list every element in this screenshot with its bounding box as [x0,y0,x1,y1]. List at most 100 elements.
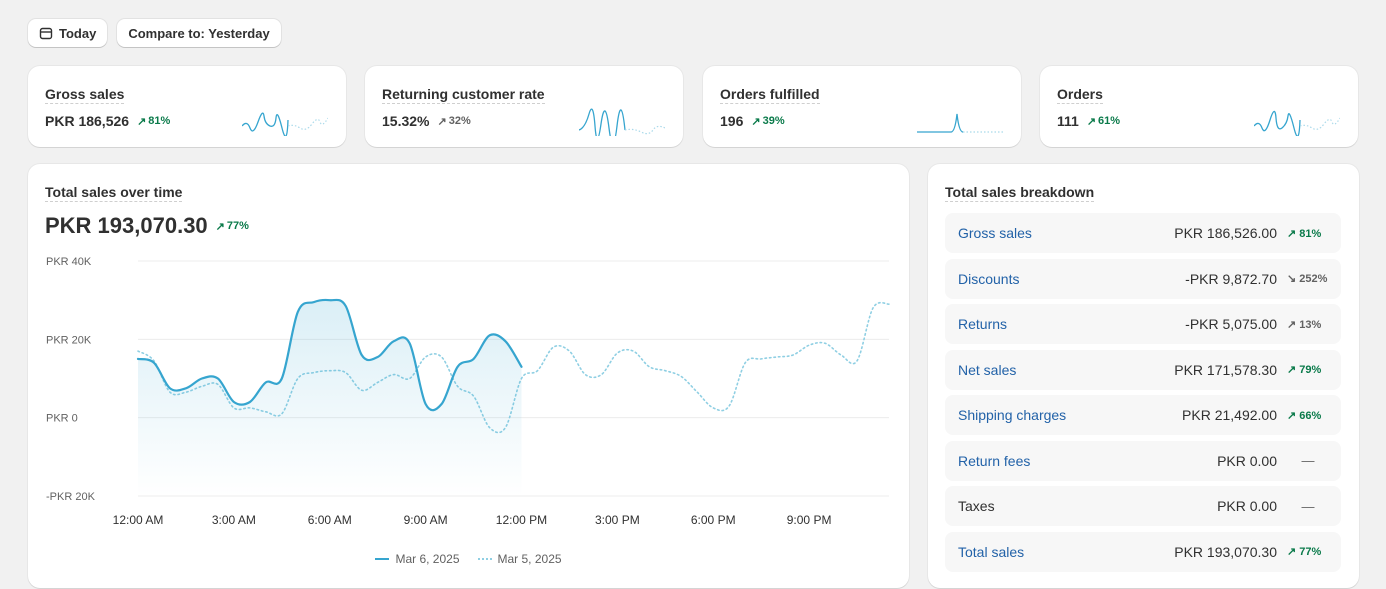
breakdown-delta-value: 81% [1299,227,1322,240]
breakdown-title[interactable]: Total sales breakdown [945,184,1095,202]
legend-swatch-solid [375,558,390,560]
x-tick-label: 12:00 AM [113,513,164,527]
metric-value: PKR 186,526 [45,113,130,129]
x-tick-label: 9:00 AM [404,513,448,527]
breakdown-delta: ↗ 81% [1287,227,1322,240]
breakdown-amount: PKR 186,526.00 [1174,225,1277,241]
metric-value: 15.32% [382,113,430,129]
date-toolbar: Today Compare to: Yesterday [28,19,281,47]
breakdown-row-gross-sales: Gross sales PKR 186,526.00 ↗ 81% [945,213,1341,253]
breakdown-link[interactable]: Net sales [958,361,1017,378]
chart-total-delta: ↗ 77% [216,220,249,233]
metric-delta-value: 32% [448,115,471,127]
metric-delta: ↗ 39% [751,115,784,128]
metric-title: Returning customer rate [382,86,545,104]
y-tick-label: PKR 0 [46,413,78,425]
sales-breakdown-card: Total sales breakdown Gross sales PKR 18… [928,164,1359,588]
breakdown-delta-value: 77% [1299,546,1322,558]
breakdown-link[interactable]: Discounts [958,270,1020,287]
breakdown-delta: — [1301,498,1315,514]
breakdown-row-total-sales: Total sales PKR 193,070.30 ↗ 77% [945,531,1341,572]
breakdown-link[interactable]: Shipping charges [958,407,1067,423]
arrow-up-icon: ↗ [751,115,761,128]
y-tick-label: PKR 20K [46,334,92,346]
arrow-up-icon: ↗ [137,115,147,128]
breakdown-row-taxes: Taxes PKR 0.00 — [945,486,1341,526]
breakdown-row-discounts: Discounts -PKR 9,872.70 ↘ 252% [945,258,1341,299]
chart-total-delta-value: 77% [226,220,249,232]
sales-line-chart: PKR 40K PKR 20K PKR 0 -PKR 20K 12:00 AM 3:00 … [46,256,890,527]
legend-label: Mar 5, 2025 [497,552,562,566]
breakdown-amount: PKR 0.00 [1217,498,1277,514]
compare-button[interactable]: Compare to: Yesterday [117,19,281,47]
breakdown-delta: ↗ 79% [1287,364,1322,376]
series-area-current [138,299,522,496]
breakdown-link[interactable]: Gross sales [958,225,1032,241]
sparkline [242,112,328,136]
breakdown-list: Gross sales PKR 186,526.00 ↗ 81% Discoun… [945,213,1341,577]
breakdown-link[interactable]: Total sales [958,543,1025,560]
breakdown-row-net-sales: Net sales PKR 171,578.30 ↗ 79% [945,349,1341,390]
breakdown-amount: PKR 0.00 [1217,452,1277,469]
sales-over-time-card: Total sales over time PKR 193,070.30 ↗ 77… [28,164,909,588]
breakdown-amount: -PKR 9,872.70 [1185,270,1277,287]
metric-title: Orders [1057,86,1103,104]
breakdown-delta: — [1301,453,1315,468]
breakdown-amount: -PKR 5,075.00 [1185,316,1277,332]
chart-title[interactable]: Total sales over time [45,184,183,202]
metric-value: 196 [720,113,744,129]
metric-delta-value: 81% [148,115,171,127]
breakdown-row-returns: Returns -PKR 5,075.00 ↗ 13% [945,304,1341,344]
x-tick-label: 12:00 PM [496,513,547,527]
arrow-up-icon: ↗ [215,220,225,233]
x-tick-label: 3:00 PM [595,513,640,527]
breakdown-delta: ↗ 77% [1287,546,1322,558]
y-tick-label: -PKR 20K [46,491,96,503]
metric-title: Orders fulfilled [720,86,820,104]
sparkline [917,113,1003,133]
metric-delta-value: 39% [762,115,785,127]
metric-card-orders[interactable]: Orders 111 ↗ 61% [1040,66,1358,147]
legend-swatch-dotted [477,558,492,560]
sparkline [579,108,665,136]
x-tick-label: 6:00 PM [691,513,736,527]
breakdown-delta-value: 252% [1299,273,1328,285]
arrow-up-icon: ↗ [437,115,447,128]
metric-value: 111 [1057,113,1079,129]
breakdown-delta: ↗ 66% [1287,409,1322,422]
metric-delta: ↗ 81% [137,115,170,128]
x-tick-label: 6:00 AM [308,513,352,527]
breakdown-delta-value: 66% [1299,409,1322,422]
legend-item-previous[interactable]: Mar 5, 2025 [477,552,562,566]
metric-card-returning-customer-rate[interactable]: Returning customer rate 15.32% ↗ 32% [365,66,683,147]
calendar-icon [39,27,53,40]
chart-legend: Mar 6, 2025 Mar 5, 2025 [28,552,909,566]
arrow-up-icon: ↗ [1086,115,1097,128]
date-range-label: Today [59,25,97,41]
breakdown-delta-value: 13% [1299,318,1322,331]
legend-item-current[interactable]: Mar 6, 2025 [375,552,460,566]
date-range-button[interactable]: Today [28,19,108,47]
breakdown-row-shipping-charges: Shipping charges PKR 21,492.00 ↗ 66% [945,395,1341,435]
chart-total-value: PKR 193,070.30 [45,213,208,238]
metric-delta: ↗ 61% [1087,115,1120,128]
breakdown-delta: ↗ 13% [1287,318,1322,331]
metric-card-gross-sales[interactable]: Gross sales PKR 186,526 ↗ 81% [28,66,346,147]
breakdown-delta-value: 79% [1299,364,1322,376]
breakdown-link[interactable]: Returns [958,316,1008,332]
breakdown-amount: PKR 171,578.30 [1174,361,1277,378]
breakdown-amount: PKR 21,492.00 [1182,407,1277,423]
series-line-current [136,298,523,412]
legend-label: Mar 6, 2025 [395,552,460,566]
breakdown-label: Taxes [958,498,995,514]
metric-card-orders-fulfilled[interactable]: Orders fulfilled 196 ↗ 39% [703,66,1021,147]
y-tick-label: PKR 40K [46,256,92,268]
metric-delta: ↗ 32% [437,115,470,128]
breakdown-delta: ↘ 252% [1287,273,1328,285]
metric-title: Gross sales [45,86,125,104]
x-tick-label: 3:00 AM [212,513,256,527]
breakdown-row-return-fees: Return fees PKR 0.00 — [945,440,1341,481]
x-tick-label: 9:00 PM [787,513,832,527]
breakdown-link[interactable]: Return fees [958,452,1031,469]
metric-delta-value: 61% [1098,115,1121,127]
